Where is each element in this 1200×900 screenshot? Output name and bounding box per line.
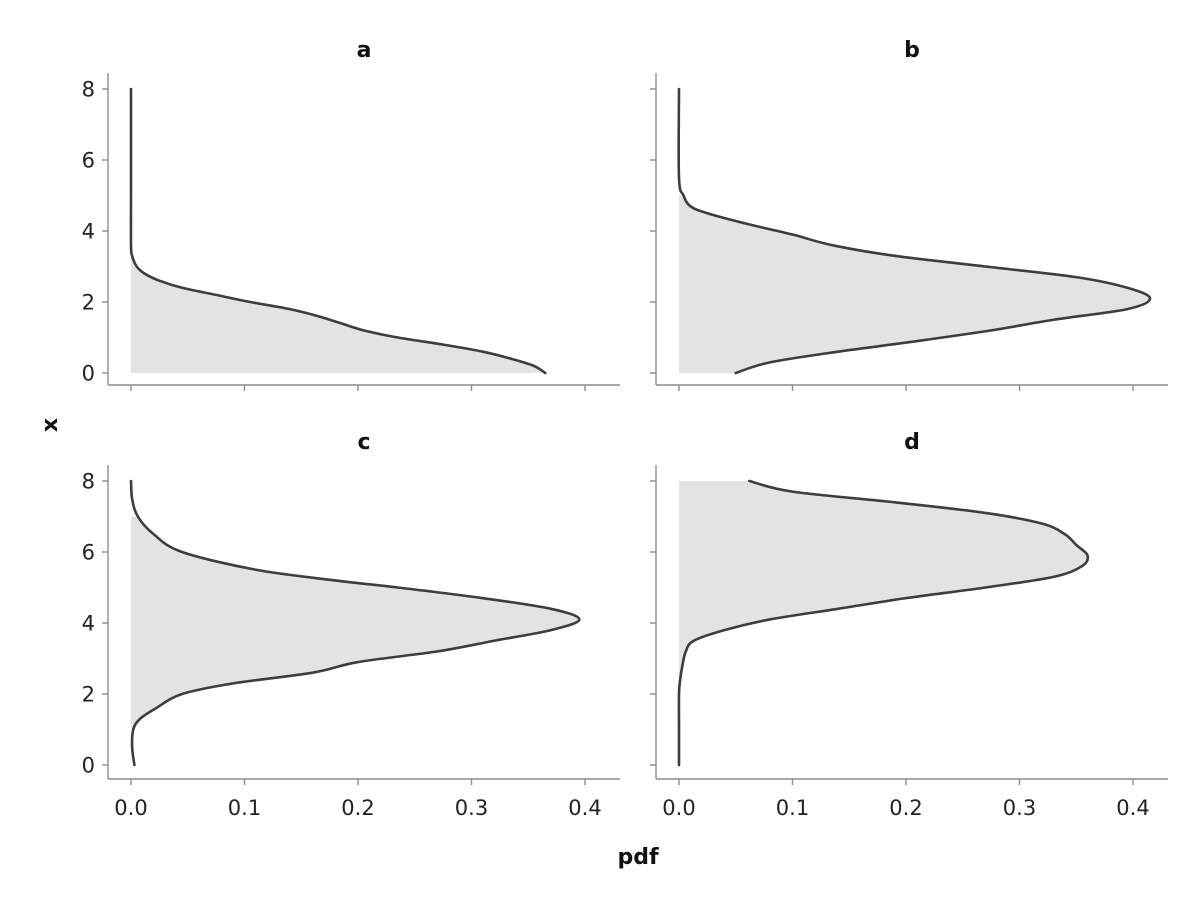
x-tick-label: 0.2 — [889, 796, 922, 820]
x-tick-label: 0.1 — [776, 796, 809, 820]
y-tick-label: 4 — [82, 612, 95, 636]
y-tick-label: 0 — [82, 362, 95, 386]
density-fill-c — [131, 516, 580, 730]
y-tick-label: 2 — [82, 683, 95, 707]
density-curve-c — [129, 479, 581, 767]
density-curve-d — [677, 479, 1090, 767]
y-tick-label: 6 — [82, 541, 95, 565]
y-tick-label: 4 — [82, 220, 95, 244]
density-fill-b — [679, 195, 1151, 373]
x-tick-label: 0.2 — [341, 796, 374, 820]
y-tick-label: 8 — [82, 78, 95, 102]
density-curve-a — [129, 87, 547, 375]
y-tick-label: 8 — [82, 470, 95, 494]
panel-title-c: c — [357, 430, 370, 455]
density-curve-b — [677, 87, 1152, 375]
density-fill-d — [679, 481, 1088, 680]
panel-d: d 0.0 0.1 0.2 0.3 0.4 — [650, 430, 1168, 820]
x-tick-label: 0.4 — [568, 796, 601, 820]
x-tick-label: 0.1 — [228, 796, 261, 820]
x-axis-title: pdf — [617, 845, 658, 870]
x-tick-label: 0.0 — [662, 796, 695, 820]
panels-container: a 0 2 4 6 8 b c 0 2 4 6 8 0.0 0.1 0.2 0.3 0.4 d 0.0 0.1 0.2 0.… — [82, 38, 1168, 820]
panel-b: b — [650, 38, 1168, 391]
density-fill-a — [131, 245, 546, 373]
x-tick-label: 0.4 — [1116, 796, 1149, 820]
panel-a: a 0 2 4 6 8 — [82, 38, 620, 391]
panel-title-b: b — [904, 38, 920, 63]
x-tick-label: 0.3 — [1003, 796, 1036, 820]
x-tick-label: 0.3 — [455, 796, 488, 820]
y-axis-title: x — [38, 418, 63, 432]
y-tick-label: 0 — [82, 754, 95, 778]
x-tick-label: 0.0 — [114, 796, 147, 820]
y-tick-label: 2 — [82, 291, 95, 315]
panel-title-d: d — [904, 430, 920, 455]
y-tick-label: 6 — [82, 149, 95, 173]
panel-title-a: a — [357, 38, 372, 63]
panel-c: c 0 2 4 6 8 0.0 0.1 0.2 0.3 0.4 — [82, 430, 620, 820]
